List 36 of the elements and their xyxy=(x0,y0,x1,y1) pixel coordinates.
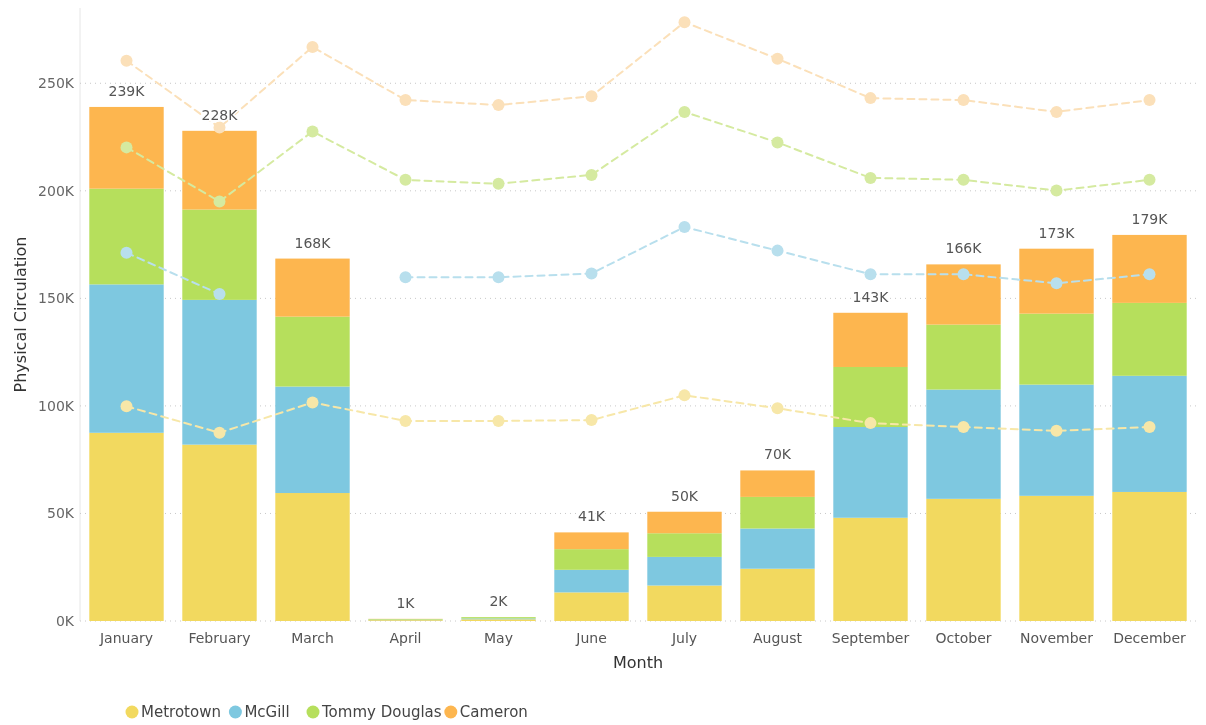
x-tick-label: September xyxy=(831,630,910,646)
x-tick-label: November xyxy=(1020,630,1094,646)
x-tick-label: February xyxy=(188,630,251,646)
total-label: 143K xyxy=(852,288,890,305)
legend-label: Tommy Douglas xyxy=(321,703,442,721)
total-label: 1K xyxy=(396,594,416,611)
y-tick-label: 50K xyxy=(47,505,75,522)
legend-label: Cameron xyxy=(459,703,528,721)
total-label: 228K xyxy=(201,106,239,123)
total-label: 239K xyxy=(108,82,146,99)
y-axis-title: Physical Circulation xyxy=(11,236,30,393)
x-tick-label: October xyxy=(935,630,992,646)
total-label: 166K xyxy=(945,240,983,257)
x-axis-title: Month xyxy=(612,653,664,672)
total-label: 50K xyxy=(671,487,699,504)
x-tick-label: July xyxy=(670,630,698,646)
x-tick-label: April xyxy=(389,630,422,646)
total-label: 179K xyxy=(1131,210,1169,227)
x-tick-label: May xyxy=(484,630,513,646)
x-tick-label: March xyxy=(291,630,334,646)
total-label: 2K xyxy=(489,593,509,610)
y-tick-label: 200K xyxy=(38,182,75,199)
x-tick-label: June xyxy=(575,630,607,646)
y-tick-label: 100K xyxy=(38,397,75,414)
y-tick-label: 250K xyxy=(38,75,75,92)
y-tick-label: 150K xyxy=(38,290,75,307)
total-label: 168K xyxy=(294,234,332,251)
total-label: 41K xyxy=(578,508,606,525)
x-tick-label: August xyxy=(753,630,803,646)
y-tick-label: 0K xyxy=(55,613,75,629)
legend-label: McGill xyxy=(244,703,290,721)
total-label: 173K xyxy=(1038,224,1076,241)
legend-label: Metrotown xyxy=(141,703,221,721)
x-tick-label: December xyxy=(1113,630,1187,646)
x-tick-label: January xyxy=(98,630,154,646)
total-label: 70K xyxy=(764,446,792,463)
